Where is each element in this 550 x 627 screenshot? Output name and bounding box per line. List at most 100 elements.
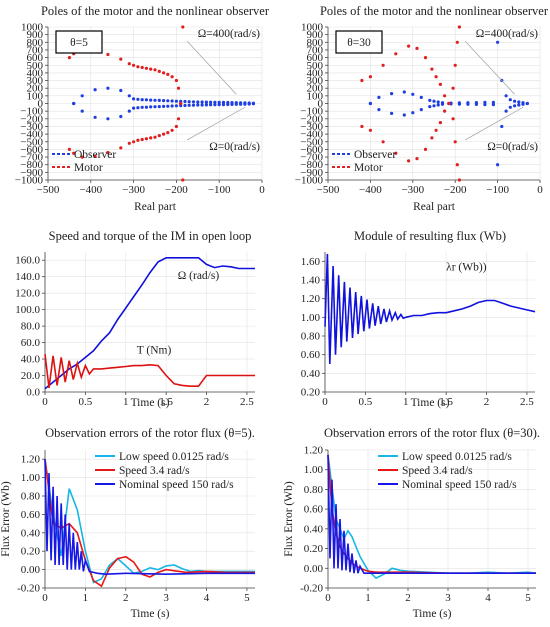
data-point-conjugate — [136, 138, 140, 142]
data-point-conjugate — [394, 151, 398, 155]
data-point-conjugate — [407, 159, 411, 163]
data-point — [402, 90, 406, 94]
y-axis-label: Flux Error (Wb) — [0, 481, 12, 557]
y-tick-label: −100 — [300, 106, 323, 118]
data-point-conjugate — [496, 163, 500, 167]
y-tick-label: −800 — [300, 159, 323, 171]
chart-title: Observation errors of the rotor flux (θ=… — [324, 426, 540, 440]
data-point — [438, 82, 442, 86]
data-point-conjugate — [390, 111, 394, 115]
data-point-conjugate — [508, 105, 512, 109]
y-tick-label: 1.20 — [304, 445, 324, 457]
x-axis-label: Time (s) — [131, 397, 170, 409]
data-point-conjugate — [162, 132, 166, 136]
y-tick-label: −900 — [300, 167, 323, 179]
annotation-omega-0: Ω=0(rad/s) — [487, 141, 538, 153]
y-tick-label: 1.20 — [21, 454, 41, 466]
data-point — [368, 75, 372, 79]
data-point-conjugate — [157, 105, 161, 109]
y-tick-label: 40.0 — [21, 354, 41, 366]
data-point — [166, 99, 170, 103]
data-point-conjugate — [191, 103, 196, 107]
data-point — [144, 98, 148, 102]
legend-label: Observer — [74, 149, 116, 161]
data-point — [415, 46, 419, 51]
data-point — [153, 68, 157, 72]
data-point-conjugate — [504, 109, 508, 113]
annotation-torque: T (Nm) — [137, 344, 172, 356]
series-line — [44, 354, 255, 389]
data-point-conjugate — [179, 101, 183, 106]
data-point-conjugate — [230, 102, 234, 106]
y-tick-label: −700 — [300, 152, 323, 164]
theta-label: θ=5 — [70, 37, 88, 49]
data-point-conjugate — [132, 140, 136, 144]
data-point-conjugate — [119, 146, 123, 150]
x-tick-label: 4 — [485, 592, 491, 604]
x-tick-label: −300 — [401, 184, 424, 196]
legend-label: Motor — [74, 162, 103, 174]
data-point — [457, 178, 461, 182]
data-point — [377, 95, 381, 99]
data-point-conjugate — [181, 25, 185, 29]
data-point — [407, 44, 411, 48]
chart-5: Observation errors of the rotor flux (θ=… — [0, 426, 255, 620]
data-point-conjugate — [93, 115, 97, 119]
data-point — [513, 99, 517, 103]
data-point-conjugate — [221, 103, 226, 107]
data-point-conjugate — [209, 103, 213, 107]
y-tick-label: −400 — [300, 129, 323, 141]
data-point — [127, 62, 131, 66]
legend-label: Motor — [354, 162, 383, 174]
data-point-conjugate — [119, 114, 123, 119]
y-tick-label: 200 — [307, 83, 324, 95]
legend-label: Nominal speed 150 rad/s — [119, 479, 234, 491]
x-tick-label: −400 — [359, 184, 382, 196]
legend-label: Speed 3.4 rad/s — [402, 465, 473, 477]
data-point-conjugate — [170, 104, 174, 108]
x-axis-label: Time (s) — [131, 608, 170, 620]
data-point-conjugate — [251, 102, 255, 106]
y-tick-label: 0.60 — [21, 509, 41, 521]
y-tick-label: 120.0 — [15, 288, 40, 300]
data-point-conjugate — [174, 124, 178, 129]
theta-label: θ=30 — [347, 37, 371, 49]
y-tick-label: 900 — [307, 29, 324, 41]
y-tick-label: 800 — [27, 37, 44, 49]
data-point — [491, 100, 495, 104]
x-tick-label: 1 — [83, 592, 89, 604]
x-tick-label: 1 — [123, 396, 129, 408]
x-axis-label: Real part — [413, 201, 456, 213]
data-point — [436, 100, 440, 104]
data-point-conjugate — [517, 103, 521, 107]
x-tick-label: 1.5 — [439, 396, 453, 408]
theta-box — [335, 30, 383, 54]
y-tick-label: −200 — [20, 113, 43, 125]
data-point — [217, 100, 221, 104]
y-tick-label: −800 — [20, 159, 43, 171]
data-point — [453, 140, 457, 144]
data-point-conjugate — [234, 102, 238, 106]
chart-2: Poles of the motor and the nonlinear obs… — [295, 4, 549, 213]
data-point — [149, 67, 153, 71]
x-tick-label: 0.5 — [79, 396, 93, 408]
data-point-conjugate — [196, 103, 200, 107]
data-point-conjugate — [239, 102, 243, 106]
x-tick-label: 2.5 — [520, 396, 534, 408]
y-tick-label: 0.20 — [304, 543, 324, 555]
data-point-conjugate — [491, 103, 495, 107]
data-point — [517, 100, 521, 104]
legend-label: Low speed 0.0125 rad/s — [402, 451, 512, 463]
y-tick-label: −900 — [20, 167, 43, 179]
y-tick-label: 300 — [307, 75, 324, 87]
data-point — [434, 75, 438, 79]
data-point-conjugate — [153, 135, 157, 139]
annotation-pointer — [186, 40, 237, 95]
y-tick-label: −500 — [300, 136, 323, 148]
data-point — [176, 86, 181, 90]
x-tick-label: 2 — [204, 396, 210, 408]
y-tick-label: 160.0 — [15, 255, 40, 267]
chart-3: Speed and torque of the IM in open loop 0… — [15, 229, 255, 409]
data-point-conjugate — [423, 147, 428, 151]
